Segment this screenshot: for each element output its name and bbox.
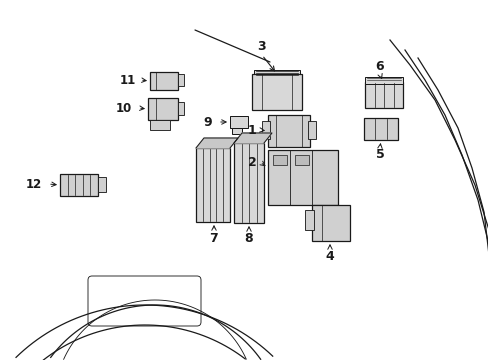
- Bar: [150, 120, 170, 130]
- Bar: [307, 121, 315, 139]
- Bar: [305, 210, 313, 230]
- Text: 12: 12: [26, 177, 42, 190]
- Bar: [229, 116, 247, 128]
- Bar: [251, 74, 302, 110]
- Bar: [364, 77, 402, 84]
- Bar: [272, 155, 286, 165]
- Text: 9: 9: [203, 116, 212, 129]
- Bar: [150, 72, 178, 90]
- Bar: [178, 74, 183, 86]
- Bar: [231, 128, 242, 134]
- Text: 6: 6: [375, 60, 384, 73]
- Bar: [294, 155, 308, 165]
- Text: 4: 4: [325, 249, 334, 262]
- Bar: [196, 148, 229, 222]
- Bar: [311, 205, 349, 241]
- Text: 5: 5: [375, 148, 384, 162]
- Bar: [253, 70, 299, 78]
- Bar: [60, 174, 98, 196]
- Text: 8: 8: [244, 231, 253, 244]
- Text: 1: 1: [247, 123, 256, 136]
- Bar: [148, 98, 178, 120]
- Bar: [267, 150, 337, 205]
- Text: 3: 3: [257, 40, 266, 53]
- Text: 2: 2: [247, 156, 256, 168]
- Bar: [364, 82, 402, 108]
- Text: 11: 11: [120, 73, 136, 86]
- Bar: [363, 118, 397, 140]
- Polygon shape: [196, 138, 238, 148]
- Bar: [267, 115, 309, 147]
- Polygon shape: [234, 133, 271, 143]
- Bar: [178, 102, 183, 115]
- Bar: [98, 177, 106, 192]
- Bar: [234, 143, 264, 223]
- Text: 10: 10: [116, 102, 132, 114]
- Text: 7: 7: [209, 231, 218, 244]
- Bar: [262, 121, 269, 139]
